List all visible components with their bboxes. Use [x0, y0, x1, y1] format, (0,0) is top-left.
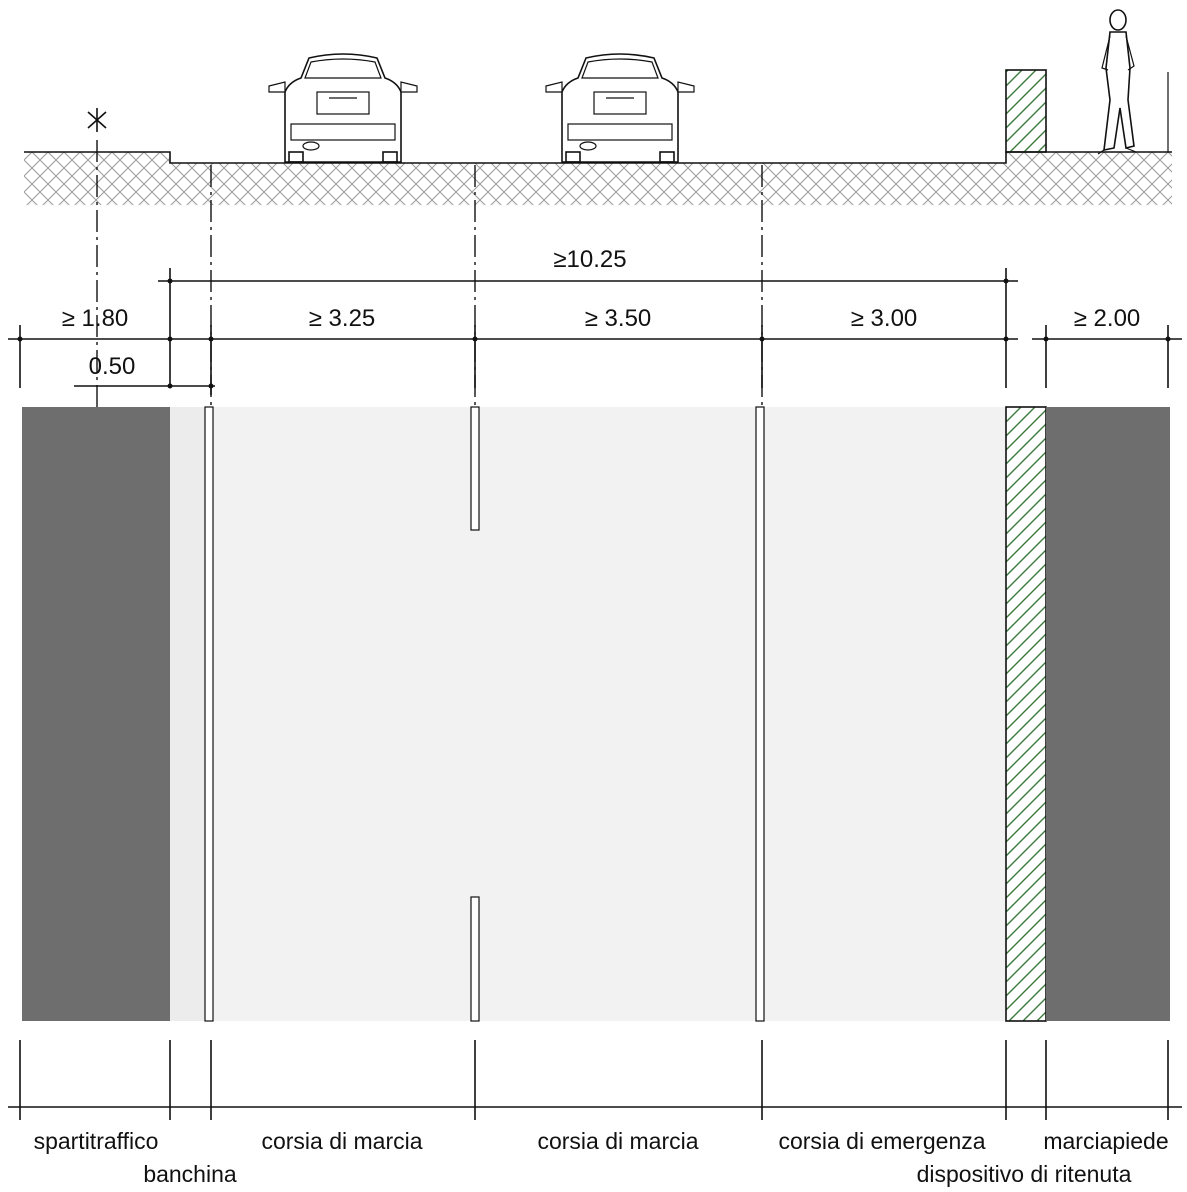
plan-marciapiede: [1046, 407, 1170, 1021]
car-rear-icon: [545, 53, 695, 163]
bottom-dimension-line: [8, 1040, 1182, 1120]
dimension-lines: [8, 268, 1182, 395]
ground-hatch: [24, 152, 1172, 205]
section-barrier: [1005, 69, 1047, 153]
dim-corsia-1: ≥ 3.25: [309, 305, 376, 332]
edge-line-emergency: [755, 406, 765, 1022]
standing-person-icon: [1097, 9, 1137, 155]
lane-dash-bottom: [470, 896, 480, 1022]
dim-spartitraffico: ≥ 1.80: [62, 305, 129, 332]
road-plan-view: [22, 406, 1170, 1022]
dim-corsia-2: ≥ 3.50: [585, 305, 652, 332]
dim-banchina: 0.50: [89, 353, 136, 380]
lane-dash-top: [470, 406, 480, 531]
plan-barrier: [1005, 406, 1047, 1022]
car-rear-icon: [268, 53, 418, 163]
dim-emergenza: ≥ 3.00: [851, 305, 918, 332]
plan-carriageway: [211, 407, 1006, 1021]
plan-spartitraffico: [22, 407, 170, 1021]
plan-banchina: [170, 407, 211, 1021]
label-corsia-2: corsia di marcia: [537, 1128, 698, 1154]
label-emergenza: corsia di emergenza: [778, 1128, 985, 1154]
label-corsia-1: corsia di marcia: [261, 1128, 422, 1154]
dim-marciapiede: ≥ 2.00: [1074, 305, 1141, 332]
label-banchina: banchina: [143, 1161, 237, 1187]
tree-symbol-icon: [87, 108, 107, 132]
edge-line-left: [204, 406, 214, 1022]
dim-total: ≥10.25: [553, 246, 626, 273]
label-spartitraffico: spartitraffico: [34, 1128, 159, 1154]
label-marciapiede: marciapiede: [1043, 1128, 1168, 1154]
label-dispositivo: dispositivo di ritenuta: [917, 1161, 1132, 1187]
road-section-view: [24, 9, 1172, 205]
